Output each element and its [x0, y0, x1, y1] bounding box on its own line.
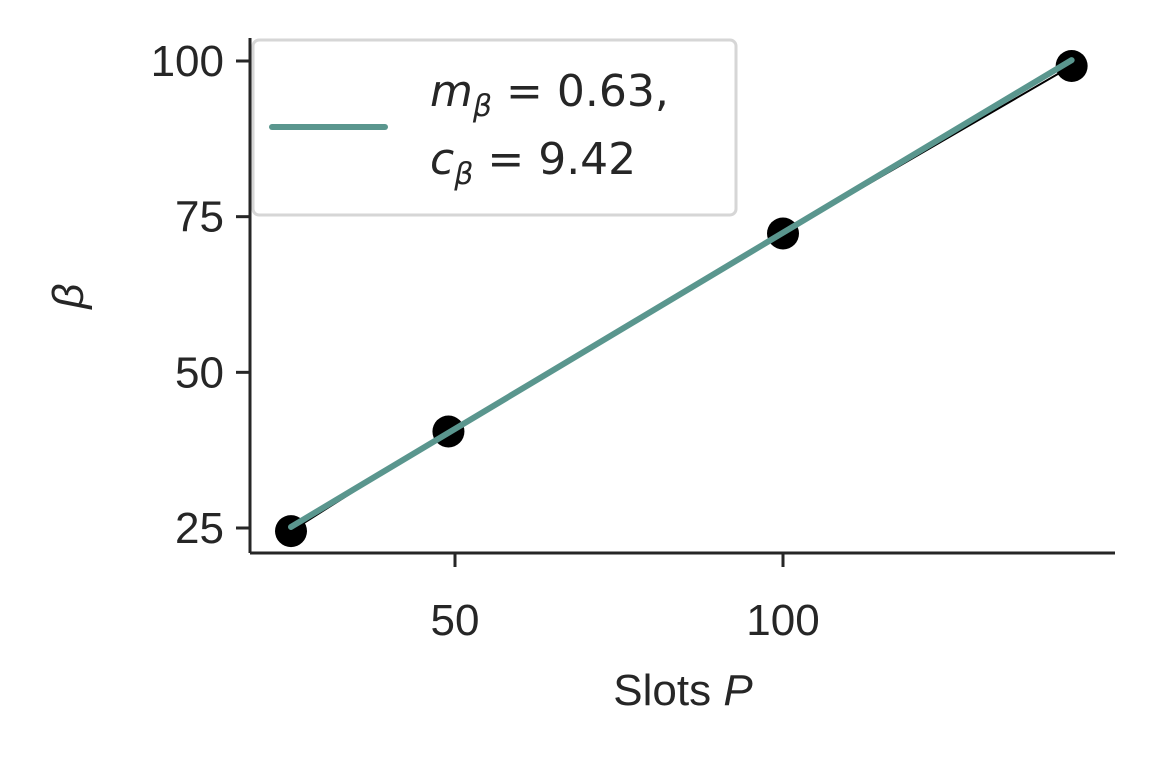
legend-label-intercept: cβ = 9.42 — [430, 134, 636, 192]
y-tick-label-1: 50 — [175, 348, 224, 397]
fit-line — [288, 57, 1075, 530]
y-ticks: 25 50 75 100 — [151, 37, 250, 553]
y-tick-label-0: 25 — [175, 504, 224, 553]
x-tick-label-1: 100 — [746, 596, 819, 645]
x-axis-title: Slots P — [613, 666, 753, 715]
legend-label-slope: mβ = 0.63, — [430, 66, 669, 124]
x-ticks: 50 100 — [431, 553, 820, 645]
legend: mβ = 0.63, cβ = 9.42 — [251, 38, 738, 217]
legend-frame — [251, 38, 738, 217]
y-axis-title: β — [44, 283, 93, 310]
y-tick-label-2: 75 — [175, 193, 224, 242]
y-tick-label-3: 100 — [151, 37, 224, 86]
x-tick-label-0: 50 — [431, 596, 480, 645]
data-point-3 — [1055, 49, 1088, 82]
